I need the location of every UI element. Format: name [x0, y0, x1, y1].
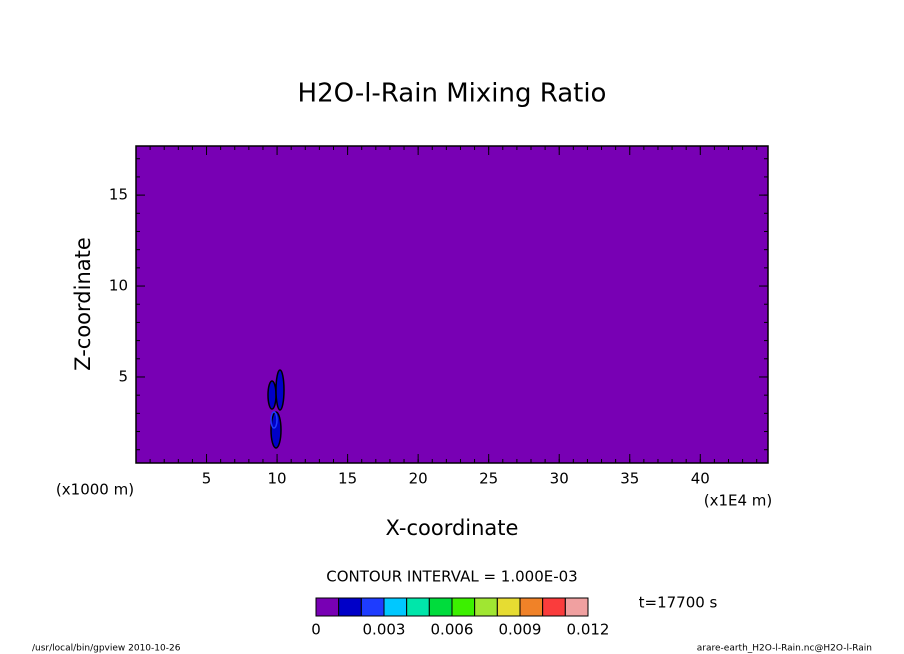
- y-unit: (x1000 m): [56, 481, 134, 499]
- y-axis-title: Z-coordinate: [71, 237, 95, 371]
- colorbar-tick-label: 0.012: [567, 621, 610, 639]
- colorbar-box: [315, 597, 340, 617]
- footer-left: /usr/local/bin/gpview 2010-10-26: [32, 644, 181, 654]
- colorbar-box: [360, 597, 385, 617]
- colorbar-box: [519, 597, 544, 617]
- colorbar-tick-label: 0.006: [431, 621, 474, 639]
- colorbar-box: [451, 597, 476, 617]
- contours: [267, 369, 285, 449]
- x-tick-label: 30: [550, 470, 569, 488]
- colorbar-box: [428, 597, 453, 617]
- x-tick-label: 25: [479, 470, 498, 488]
- y-tick-label: 15: [109, 186, 128, 204]
- footer-right: arare-earth_H2O-l-Rain.nc@H2O-l-Rain: [697, 644, 872, 654]
- x-tick-label: 20: [409, 470, 428, 488]
- colorbar-box: [338, 597, 362, 617]
- colorbar-box: [496, 597, 521, 617]
- colorbar-box: [542, 597, 566, 617]
- x-tick-label: 15: [338, 470, 357, 488]
- y-tick-label: 10: [109, 277, 128, 295]
- x-tick-label: 35: [620, 470, 639, 488]
- x-tick-label: 10: [268, 470, 287, 488]
- colorbar-tick-label: 0: [311, 621, 321, 639]
- colorbar-box: [406, 597, 430, 617]
- x-unit: (x1E4 m): [704, 492, 773, 510]
- colorbar-box: [564, 597, 589, 617]
- colorbar-box: [383, 597, 408, 617]
- time-label: t=17700 s: [639, 594, 718, 612]
- x-tick-label: 5: [202, 470, 212, 488]
- plot-area: [135, 145, 769, 464]
- x-axis-title: X-coordinate: [386, 516, 519, 540]
- colorbar-tick-label: 0.009: [499, 621, 542, 639]
- contour-interval: CONTOUR INTERVAL = 1.000E-03: [326, 568, 577, 586]
- chart-title: H2O-l-Rain Mixing Ratio: [298, 79, 607, 109]
- y-tick-label: 5: [118, 367, 128, 385]
- x-tick-label: 40: [691, 470, 710, 488]
- colorbar-tick-label: 0.003: [363, 621, 406, 639]
- colorbar-box: [474, 597, 498, 617]
